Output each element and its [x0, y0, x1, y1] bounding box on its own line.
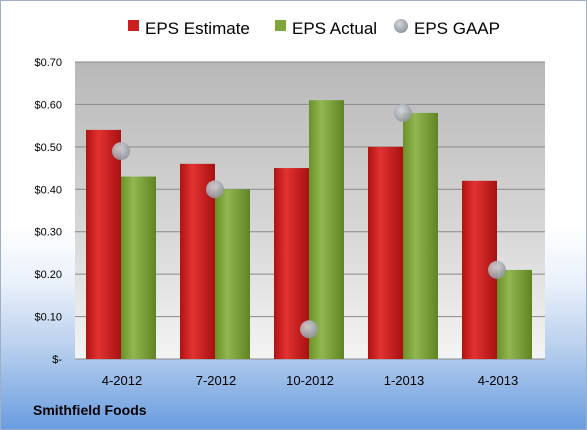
- gaap-marker: [112, 142, 130, 161]
- x-tick-label: 4-2012: [102, 373, 142, 388]
- gaap-markers: [112, 103, 506, 339]
- y-axis-ticks: $- $0.10 $0.20 $0.30 $0.40 $0.50 $0.60 $0.70: [34, 57, 62, 366]
- legend: EPS Estimate EPS Actual EPS GAAP: [128, 19, 500, 38]
- gaap-marker: [206, 180, 224, 199]
- x-tick-label: 4-2013: [478, 373, 518, 388]
- bar-estimate: [86, 129, 121, 359]
- legend-swatch-estimate: [128, 20, 139, 31]
- y-tick-label: $0.70: [34, 57, 62, 69]
- bar-actual: [403, 112, 438, 360]
- gaap-marker: [300, 320, 318, 339]
- legend-label-gaap: EPS GAAP: [414, 19, 500, 38]
- legend-label-actual: EPS Actual: [292, 19, 377, 38]
- x-tick-label: 10-2012: [286, 373, 334, 388]
- y-tick-label: $0.30: [34, 227, 62, 239]
- legend-marker-gaap: [394, 19, 408, 33]
- bar-actual: [215, 189, 250, 359]
- x-tick-label: 1-2013: [384, 373, 424, 388]
- y-tick-label: $0.40: [34, 184, 62, 196]
- gaap-marker: [488, 260, 506, 279]
- y-tick-label: $0.60: [34, 99, 62, 111]
- gaap-marker: [394, 103, 412, 122]
- y-tick-label: $0.10: [34, 312, 62, 324]
- bar-estimate: [368, 146, 403, 359]
- y-tick-label: $-: [52, 354, 62, 366]
- legend-label-estimate: EPS Estimate: [145, 19, 250, 38]
- bar-actual: [121, 176, 156, 359]
- company-name: Smithfield Foods: [33, 402, 147, 418]
- y-tick-label: $0.50: [34, 142, 62, 154]
- bar-actual: [309, 100, 344, 359]
- y-tick-label: $0.20: [34, 269, 62, 281]
- bar-estimate: [180, 163, 215, 359]
- bars: [86, 100, 532, 360]
- x-axis-labels: 4-2012 7-2012 10-2012 1-2013 4-2013: [102, 373, 518, 388]
- x-tick-label: 7-2012: [196, 373, 236, 388]
- bar-actual: [497, 269, 532, 359]
- legend-swatch-actual: [275, 20, 286, 31]
